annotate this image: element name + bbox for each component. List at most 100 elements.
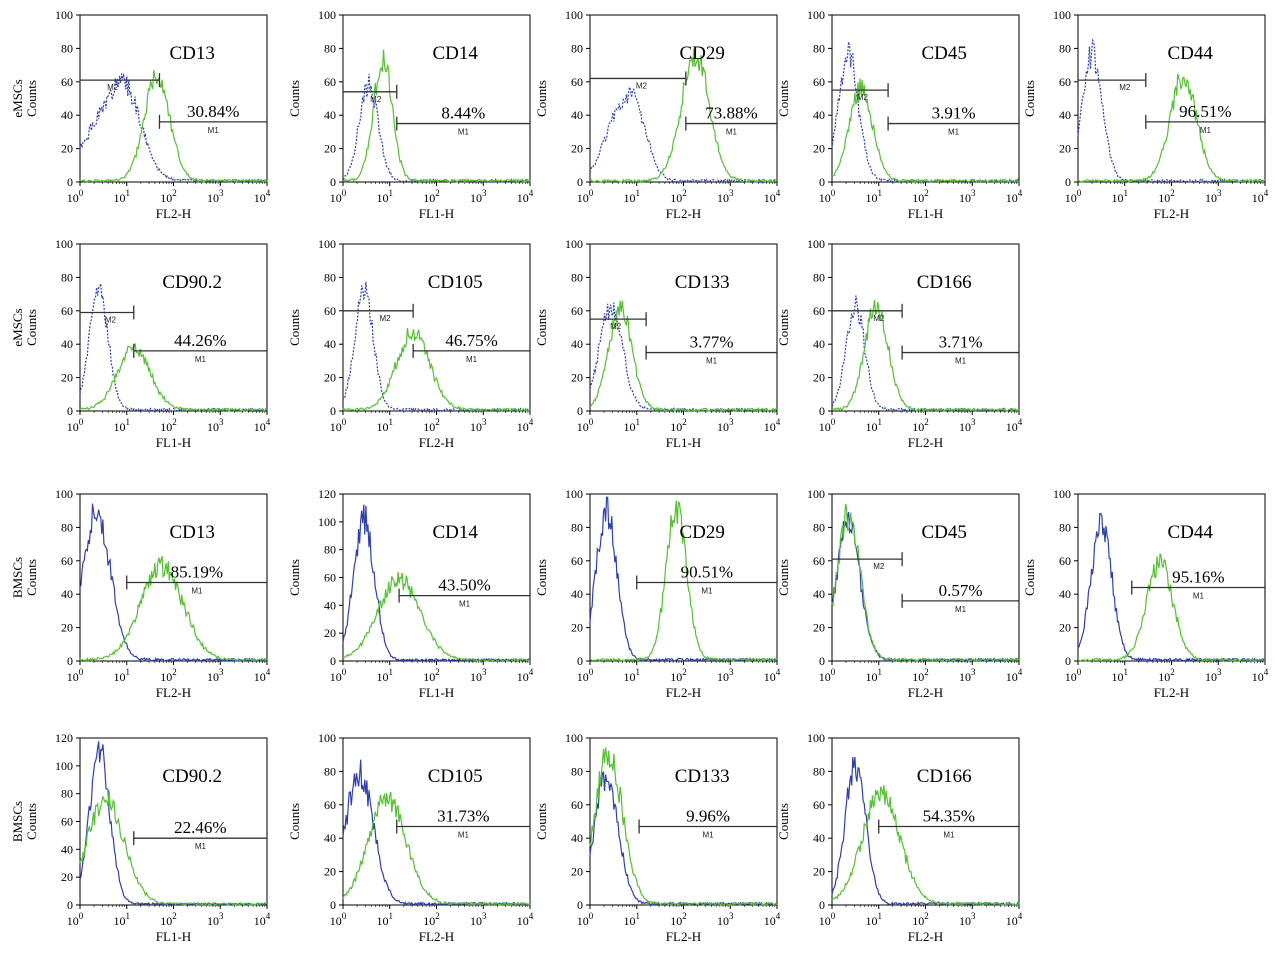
y-tick-label: 100 (318, 731, 336, 745)
x-tick-exponent: 2 (682, 911, 687, 921)
histogram-curves (589, 48, 778, 184)
m2-gate-label: M2 (873, 562, 885, 571)
y-tick-label: 20 (61, 870, 73, 884)
x-axis-label: FL2-H (156, 685, 191, 700)
x-tick-label: 104 (1252, 667, 1269, 684)
x-tick-label: 103 (959, 911, 976, 928)
y-tick-label: 80 (61, 270, 73, 284)
x-tick-exponent: 0 (342, 188, 347, 198)
y-axis-label: Counts (1022, 80, 1037, 117)
x-tick-label: 100 (819, 911, 836, 928)
y-tick-label: 0 (330, 654, 336, 668)
x-tick-exponent: 4 (529, 188, 534, 198)
x-tick-label: 104 (1252, 188, 1269, 205)
y-tick-label: 40 (813, 108, 825, 122)
y-tick-label: 20 (61, 142, 73, 156)
histogram-curves (79, 741, 268, 907)
x-tick-label: 103 (207, 417, 224, 434)
y-tick-label: 120 (318, 487, 336, 501)
x-tick-label: 101 (1112, 188, 1129, 205)
y-axis-group-label: eMSCs (10, 308, 25, 346)
m1-gate-label: M1 (1200, 126, 1212, 135)
y-tick-label: 0 (330, 898, 336, 912)
percent-positive-label: 90.51% (681, 563, 733, 582)
x-tick-label: 102 (1158, 188, 1175, 205)
y-tick-label: 100 (318, 8, 336, 22)
x-tick-label: 103 (717, 188, 734, 205)
x-tick-label: 104 (517, 911, 534, 928)
y-axis-label: Counts (534, 80, 549, 117)
x-tick-label: 102 (912, 188, 929, 205)
y-tick-label: 60 (813, 75, 825, 89)
x-tick-label: 104 (1006, 667, 1023, 684)
marker-stain-curve (342, 328, 531, 413)
panel-title: CD133 (675, 272, 730, 293)
x-tick-exponent: 1 (126, 417, 131, 427)
m1-gate-label: M1 (1193, 592, 1205, 601)
x-tick-exponent: 0 (589, 911, 594, 921)
m1-gate-label: M1 (466, 355, 478, 364)
y-axis-label: Counts (287, 309, 302, 346)
panel-title: CD14 (432, 522, 478, 543)
percent-positive-label: 96.51% (1179, 102, 1231, 121)
x-tick-label: 102 (160, 667, 177, 684)
x-tick-label: 101 (866, 188, 883, 205)
x-tick-exponent: 2 (682, 667, 687, 677)
x-tick-label: 103 (959, 667, 976, 684)
y-tick-label: 20 (813, 371, 825, 385)
panel-title: CD133 (675, 766, 730, 787)
x-tick-exponent: 0 (589, 667, 594, 677)
x-tick-label: 100 (577, 911, 594, 928)
y-axis-label: Counts (24, 80, 39, 117)
y-tick-label: 40 (571, 831, 583, 845)
panel-title: CD29 (679, 522, 724, 543)
x-tick-exponent: 1 (389, 667, 394, 677)
x-axis-label: FL1-H (156, 929, 191, 944)
y-tick-label: 20 (571, 865, 583, 879)
y-tick-label: 60 (813, 798, 825, 812)
y-tick-label: 80 (61, 41, 73, 55)
y-tick-label: 80 (324, 764, 336, 778)
m1-gate-label: M1 (458, 831, 470, 840)
x-tick-label: 100 (67, 188, 84, 205)
percent-positive-label: 85.19% (171, 563, 223, 582)
x-tick-exponent: 3 (729, 911, 734, 921)
x-tick-exponent: 1 (636, 188, 641, 198)
plot-frame (79, 14, 268, 183)
x-tick-exponent: 2 (435, 667, 440, 677)
x-tick-label: 102 (670, 667, 687, 684)
x-tick-label: 101 (866, 417, 883, 434)
x-tick-exponent: 1 (389, 911, 394, 921)
isotype-control-curve (589, 302, 778, 413)
y-tick-label: 100 (807, 487, 825, 501)
y-tick-label: 100 (1053, 8, 1071, 22)
y-tick-label: 40 (813, 831, 825, 845)
m2-gate-label: M2 (873, 314, 885, 323)
panel-title: CD90.2 (162, 766, 222, 787)
x-tick-label: 102 (1158, 667, 1175, 684)
x-tick-exponent: 3 (1217, 667, 1222, 677)
x-tick-exponent: 0 (79, 667, 84, 677)
x-tick-exponent: 4 (266, 667, 271, 677)
x-tick-label: 103 (717, 417, 734, 434)
isotype-control-curve (831, 295, 1020, 413)
y-tick-label: 0 (67, 898, 73, 912)
isotype-control-curve (1077, 38, 1266, 184)
x-tick-label: 101 (1112, 667, 1129, 684)
m1-gate-label: M1 (458, 128, 470, 137)
marker-stain-curve (1077, 553, 1266, 663)
histogram-curves (79, 70, 268, 184)
x-tick-label: 104 (517, 667, 534, 684)
x-tick-label: 102 (670, 911, 687, 928)
y-tick-label: 20 (813, 142, 825, 156)
x-tick-exponent: 4 (529, 667, 534, 677)
x-tick-exponent: 4 (529, 417, 534, 427)
marker-stain-curve (589, 500, 778, 663)
x-tick-exponent: 2 (172, 667, 177, 677)
isotype-control-curve (589, 86, 778, 184)
y-tick-label: 80 (1059, 520, 1071, 534)
x-tick-label: 102 (423, 417, 440, 434)
y-tick-label: 100 (1053, 487, 1071, 501)
